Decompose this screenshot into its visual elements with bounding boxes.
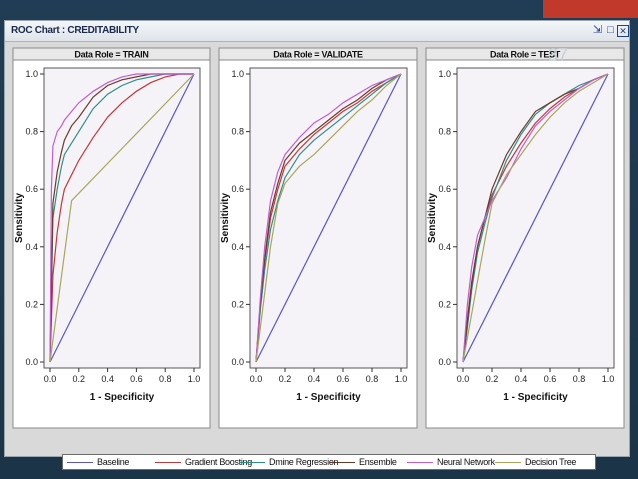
x-tick-label: 0.4	[308, 374, 321, 384]
legend-label: Gradient Boosting	[185, 457, 252, 467]
x-tick-label: 1.0	[602, 374, 615, 384]
y-tick-label: 1.0	[438, 69, 451, 79]
chart-legend: Baseline Gradient Boosting Dmine Regress…	[62, 454, 596, 470]
series-baseline	[462, 73, 609, 363]
legend-label: Ensemble	[359, 457, 397, 467]
x-axis-label: 1 - Specificity	[296, 392, 361, 403]
series-baseline	[255, 73, 402, 363]
y-tick-label: 0.0	[231, 357, 244, 367]
y-tick-label: 0.4	[438, 242, 451, 252]
y-tick-label: 0.0	[438, 357, 451, 367]
window-titlebar: ROC Chart : CREDITABILITY ⇲ □ ✕	[5, 21, 629, 42]
y-tick-label: 0.8	[25, 127, 38, 137]
roc-panel: Data Role = TEST 0.0 0.2 0.4 0.6 0.8 1.0 0.0 0.2…	[425, 47, 625, 429]
y-tick-label: 0.2	[438, 299, 451, 309]
series-neural-network	[462, 73, 609, 363]
roc-panel: Data Role = VALIDATE 0.0 0.2 0.4 0.6 0.8 1.0 0.…	[218, 47, 418, 429]
series-ensemble	[462, 73, 609, 363]
restore-icon[interactable]: ⇲	[592, 24, 603, 36]
legend-item-neural-network: Neural Network	[407, 456, 495, 468]
panel-header	[425, 47, 625, 61]
x-tick-label: 0.8	[159, 374, 172, 384]
y-tick-label: 0.6	[438, 184, 451, 194]
x-tick-label: 0.4	[515, 374, 528, 384]
x-tick-label: 0.8	[573, 374, 586, 384]
maximize-icon[interactable]: □	[607, 24, 614, 36]
x-tick-label: 1.0	[188, 374, 201, 384]
panel-title: Data Role = TEST	[490, 50, 561, 60]
x-tick-label: 0.2	[73, 374, 86, 384]
legend-item-dmine-regression: Dmine Regression	[239, 456, 339, 468]
series-decision-tree	[462, 73, 609, 363]
y-tick-label: 0.6	[25, 184, 38, 194]
y-tick-label: 0.0	[25, 357, 38, 367]
y-axis-label: Sensitivity	[220, 193, 231, 243]
x-tick-label: 0.6	[130, 374, 143, 384]
slide-accent-tab	[543, 0, 638, 18]
panel-title: Data Role = VALIDATE	[273, 50, 363, 60]
x-tick-label: 1.0	[395, 374, 408, 384]
series-gradient-boosting	[49, 73, 194, 363]
y-tick-label: 0.2	[231, 299, 244, 309]
legend-item-gradient-boosting: Gradient Boosting	[155, 456, 252, 468]
y-tick-label: 0.4	[25, 242, 38, 252]
y-tick-label: 0.6	[231, 184, 244, 194]
legend-item-ensemble: Ensemble	[329, 456, 397, 468]
legend-swatch	[239, 462, 265, 464]
series-dmine-regression	[255, 73, 402, 363]
series-dmine-regression	[49, 73, 194, 363]
panel-title: Data Role = TRAIN	[74, 50, 148, 60]
x-tick-label: 0.8	[366, 374, 379, 384]
series-neural-network	[255, 73, 402, 363]
y-tick-label: 0.2	[25, 299, 38, 309]
roc-chart-window: ROC Chart : CREDITABILITY ⇲ □ ✕ Data Rol…	[4, 20, 630, 470]
legend-swatch	[67, 462, 93, 464]
x-tick-label: 0.2	[279, 374, 292, 384]
series-decision-tree	[255, 73, 402, 363]
legend-swatch	[329, 462, 355, 464]
y-tick-label: 0.8	[438, 127, 451, 137]
slide-number: 37	[548, 45, 569, 65]
x-axis-label: 1 - Specificity	[503, 392, 568, 403]
roc-panel: Data Role = TRAIN 0.0 0.2 0.4 0.6 0.8 1.0 0.0 0.…	[12, 47, 211, 429]
series-decision-tree	[49, 73, 195, 363]
series-neural-network	[49, 73, 194, 363]
x-tick-label: 0.6	[337, 374, 350, 384]
y-axis-label: Sensitivity	[14, 193, 25, 243]
y-tick-label: 1.0	[25, 69, 38, 79]
legend-item-decision-tree: Decision Tree	[495, 456, 576, 468]
legend-label: Dmine Regression	[269, 457, 339, 467]
series-baseline	[49, 73, 195, 363]
y-axis-label: Sensitivity	[427, 193, 438, 243]
legend-item-baseline: Baseline	[67, 456, 129, 468]
y-tick-label: 0.8	[231, 127, 244, 137]
x-tick-label: 0.0	[250, 374, 263, 384]
x-tick-label: 0.4	[101, 374, 114, 384]
window-title: ROC Chart : CREDITABILITY	[11, 25, 139, 36]
x-tick-label: 0.6	[544, 374, 557, 384]
series-dmine-regression	[462, 73, 609, 363]
legend-swatch	[407, 462, 433, 464]
x-axis-label: 1 - Specificity	[90, 392, 155, 403]
x-tick-label: 0.0	[44, 374, 57, 384]
x-tick-label: 0.0	[457, 374, 470, 384]
x-tick-label: 0.2	[486, 374, 499, 384]
panel-header	[12, 47, 211, 61]
y-tick-label: 0.4	[231, 242, 244, 252]
y-tick-label: 1.0	[231, 69, 244, 79]
legend-swatch	[155, 462, 181, 464]
series-ensemble	[255, 73, 402, 363]
close-icon[interactable]: ✕	[617, 25, 629, 37]
panel-header	[218, 47, 418, 61]
legend-label: Baseline	[97, 457, 130, 467]
legend-label: Neural Network	[437, 457, 495, 467]
legend-swatch	[495, 462, 521, 464]
legend-label: Decision Tree	[525, 457, 577, 467]
roc-panels: Data Role = TRAIN 0.0 0.2 0.4 0.6 0.8 1.0 0.0 0.…	[12, 47, 625, 429]
